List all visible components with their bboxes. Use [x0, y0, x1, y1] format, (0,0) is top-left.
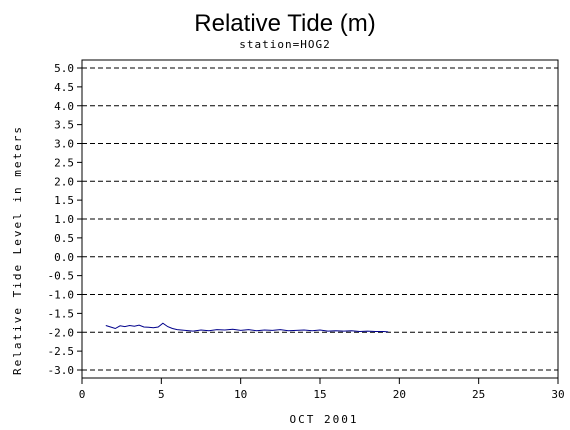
y-tick-label: -1.5: [48, 307, 75, 320]
y-tick-label: 0.5: [54, 232, 74, 245]
x-tick-label: 20: [393, 388, 406, 401]
x-tick-label: 0: [79, 388, 86, 401]
y-tick-label: -2.0: [48, 326, 75, 339]
y-axis: 5.0 4.5 4.0 3.5 3.0 2.5 2.0 1.5 1.0 0.5 0.0 -0.5 -1.…: [48, 62, 82, 377]
x-tick-label: 30: [551, 388, 564, 401]
x-tick-label: 25: [472, 388, 485, 401]
y-tick-label: 1.0: [54, 213, 74, 226]
y-tick-label: -0.5: [48, 270, 75, 283]
y-tick-label: -3.0: [48, 364, 75, 377]
x-axis: 0 5 10 15 20 25 30: [79, 378, 565, 401]
x-tick-label: 10: [234, 388, 247, 401]
x-tick-label: 15: [313, 388, 326, 401]
y-tick-label: 5.0: [54, 62, 74, 75]
y-tick-label: 2.0: [54, 175, 74, 188]
y-tick-label: 0.0: [54, 251, 74, 264]
chart-subtitle: station=HOG2: [239, 38, 330, 51]
y-axis-label: Relative Tide Level in meters: [11, 125, 24, 375]
y-tick-label: 4.0: [54, 100, 74, 113]
chart-title: Relative Tide (m): [194, 10, 375, 37]
x-tick-label: 5: [158, 388, 165, 401]
y-tick-label: 2.5: [54, 156, 74, 169]
series-line: [105, 322, 389, 333]
series-layer: [105, 322, 389, 333]
y-tick-label: 1.5: [54, 194, 74, 207]
y-tick-label: 4.5: [54, 81, 74, 94]
y-tick-label: 3.0: [54, 138, 74, 151]
y-tick-label: -1.0: [48, 289, 75, 302]
y-tick-label: 3.5: [54, 119, 74, 132]
x-axis-label: OCT 2001: [290, 413, 359, 426]
y-tick-label: -2.5: [48, 345, 75, 358]
grid-lines: [82, 67, 558, 371]
